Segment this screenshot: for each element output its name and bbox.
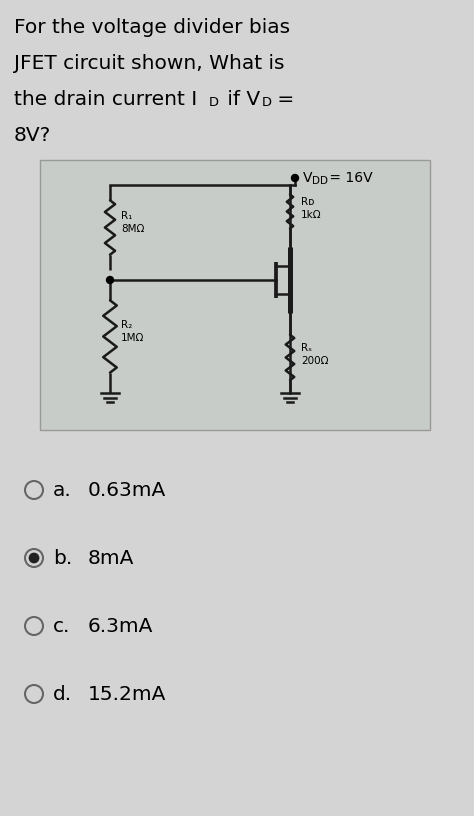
Text: =: = bbox=[271, 90, 294, 109]
Text: 15.2mA: 15.2mA bbox=[88, 685, 166, 703]
Text: 8mA: 8mA bbox=[88, 548, 134, 567]
Text: b.: b. bbox=[53, 548, 72, 567]
Text: For the voltage divider bias: For the voltage divider bias bbox=[14, 18, 290, 37]
Text: = 16V: = 16V bbox=[325, 171, 373, 185]
Text: d.: d. bbox=[53, 685, 72, 703]
Circle shape bbox=[292, 175, 299, 181]
Text: 6.3mA: 6.3mA bbox=[88, 617, 154, 636]
Text: Rₛ
200Ω: Rₛ 200Ω bbox=[301, 344, 328, 366]
Text: a.: a. bbox=[53, 481, 72, 499]
Text: JFET circuit shown, What is: JFET circuit shown, What is bbox=[14, 54, 284, 73]
FancyBboxPatch shape bbox=[40, 160, 430, 430]
Text: 0.63mA: 0.63mA bbox=[88, 481, 166, 499]
Text: R₁
8MΩ: R₁ 8MΩ bbox=[121, 211, 145, 233]
Text: 8V?: 8V? bbox=[14, 126, 51, 145]
Text: c.: c. bbox=[53, 617, 70, 636]
Text: V: V bbox=[303, 171, 312, 185]
Text: D: D bbox=[209, 96, 219, 109]
Text: DD: DD bbox=[312, 176, 328, 186]
Text: R₂
1MΩ: R₂ 1MΩ bbox=[121, 321, 145, 343]
Circle shape bbox=[29, 553, 39, 563]
Text: D: D bbox=[262, 96, 272, 109]
Text: the drain current I: the drain current I bbox=[14, 90, 197, 109]
Circle shape bbox=[107, 277, 113, 283]
Text: Rᴅ
1kΩ: Rᴅ 1kΩ bbox=[301, 197, 322, 220]
Text: if V: if V bbox=[221, 90, 260, 109]
